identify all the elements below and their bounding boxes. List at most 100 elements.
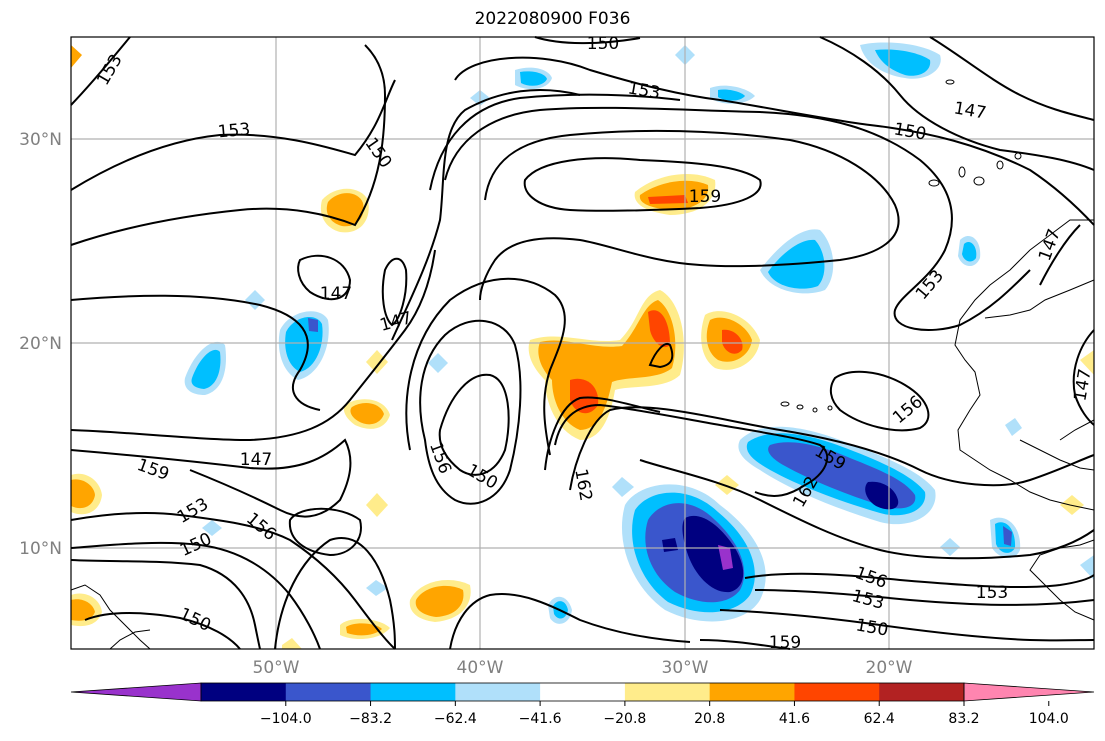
- island: [796, 404, 804, 410]
- contour-149: [648, 342, 674, 369]
- island: [928, 179, 940, 187]
- colorbar-tick-label: −20.8: [603, 711, 646, 727]
- map-title: 2022080900 F036: [474, 9, 631, 29]
- lat-label: 20°N: [19, 334, 62, 354]
- contour-147: [84, 612, 241, 650]
- contour-159: [569, 406, 1095, 491]
- contour-153: [454, 56, 1095, 226]
- contour-label: 159: [689, 187, 721, 207]
- colorbar-segment: [455, 683, 541, 701]
- colorbar-tick-label: −104.0: [260, 711, 312, 727]
- positive-anomaly-region: [282, 638, 302, 649]
- colorbar-segment: [201, 683, 287, 701]
- contour-147: [929, 36, 1095, 121]
- colorbar-segment: [709, 683, 795, 701]
- colorbar: −104.0 −83.2 −62.4 −41.6 −20.8 20.8 41.6 62.4 83…: [70, 682, 1095, 727]
- colorbar-segment: [794, 683, 880, 701]
- coastline-africa: [984, 279, 1095, 319]
- contour-150: [70, 44, 387, 246]
- negative-anomaly-region: [191, 349, 221, 389]
- coastline-africa: [954, 219, 1095, 511]
- coastline-south-america: [109, 629, 151, 650]
- positive-anomaly-region: [366, 493, 388, 517]
- negative-anomaly-region: [612, 477, 634, 497]
- positive-anomaly-region: [415, 585, 464, 617]
- contour-147: [297, 254, 352, 301]
- lat-label: 30°N: [19, 130, 62, 150]
- colorbar-segment: [624, 683, 711, 701]
- contour-147: [391, 89, 581, 341]
- contour-156: [639, 459, 1095, 560]
- colorbar-tick-label: −62.4: [434, 711, 477, 727]
- contour-153: [70, 541, 321, 650]
- lon-label: 40°W: [457, 658, 504, 678]
- contour-159: [70, 511, 396, 650]
- coastline-africa: [1019, 439, 1095, 471]
- contour-147: [1039, 224, 1081, 286]
- longitude-labels: 50°W 40°W 30°W 20°W: [253, 658, 913, 678]
- negative-anomaly-region: [1003, 526, 1012, 546]
- negative-anomaly-region: [366, 580, 388, 596]
- island: [973, 176, 985, 186]
- negative-anomaly-region: [1080, 555, 1094, 580]
- contour-153: [754, 589, 1095, 606]
- positive-anomaly-region: [71, 45, 82, 68]
- colorbar-segment: [879, 683, 965, 701]
- positive-anomaly-region: [722, 329, 743, 354]
- contour-156: [70, 438, 352, 518]
- negative-anomaly-region: [202, 520, 222, 536]
- positive-anomaly-region: [648, 310, 670, 348]
- colorbar-tick-label: 62.4: [864, 711, 895, 727]
- colorbar-segment: [285, 683, 372, 701]
- map-frame: [70, 36, 1095, 650]
- contour-153: [70, 79, 396, 191]
- contour-153: [449, 593, 691, 650]
- contour-162: [554, 403, 829, 497]
- contour-label: 153: [976, 583, 1008, 603]
- negative-anomaly-region: [940, 538, 960, 556]
- negative-anomaly-region: [962, 241, 977, 262]
- negative-anomaly-region: [865, 481, 899, 510]
- contour-159: [829, 370, 930, 432]
- contour-147: [70, 249, 436, 442]
- colorbar-segment: [370, 683, 456, 701]
- contour-153: [70, 36, 131, 106]
- anomaly-shading: [71, 42, 1094, 649]
- negative-anomaly-region: [308, 318, 318, 332]
- lat-lon-grid: [71, 37, 1094, 649]
- contour-label: 147: [240, 450, 272, 470]
- negative-anomaly-region: [682, 515, 744, 593]
- contour-159: [288, 507, 362, 557]
- contour-147: [699, 639, 791, 650]
- colorbar-extend-low: [70, 682, 202, 702]
- contour-150: [70, 294, 321, 411]
- contour-150: [70, 559, 261, 650]
- positive-anomaly-region: [648, 195, 688, 204]
- island: [996, 160, 1004, 170]
- latitude-labels: 30°N 20°N 10°N: [19, 130, 62, 559]
- negative-anomaly-region: [428, 353, 448, 373]
- coastline-africa: [1029, 539, 1095, 621]
- coastlines: [70, 79, 1095, 650]
- positive-anomaly-region: [366, 350, 388, 374]
- colorbar-segment: [540, 683, 626, 701]
- contour-label: 150: [587, 34, 619, 54]
- height-contours: [70, 36, 1095, 650]
- contour-150: [719, 609, 1095, 642]
- contour-156: [479, 129, 900, 301]
- contour-159: [523, 157, 762, 212]
- contour-153: [438, 373, 510, 476]
- positive-anomaly-region: [346, 623, 382, 636]
- contour-label: 147: [320, 284, 352, 304]
- contour-150: [419, 319, 522, 505]
- island: [945, 79, 955, 85]
- positive-anomaly-region: [715, 475, 739, 495]
- contour-156: [744, 572, 1095, 589]
- colorbar-tick-label: −41.6: [519, 711, 562, 727]
- positive-anomaly-region: [1080, 350, 1094, 375]
- colorbar-tick-label: −83.2: [349, 711, 392, 727]
- contour-153: [405, 277, 566, 456]
- negative-anomaly-region: [718, 545, 733, 570]
- contour-150: [534, 36, 641, 45]
- contour-label: 159: [769, 633, 801, 653]
